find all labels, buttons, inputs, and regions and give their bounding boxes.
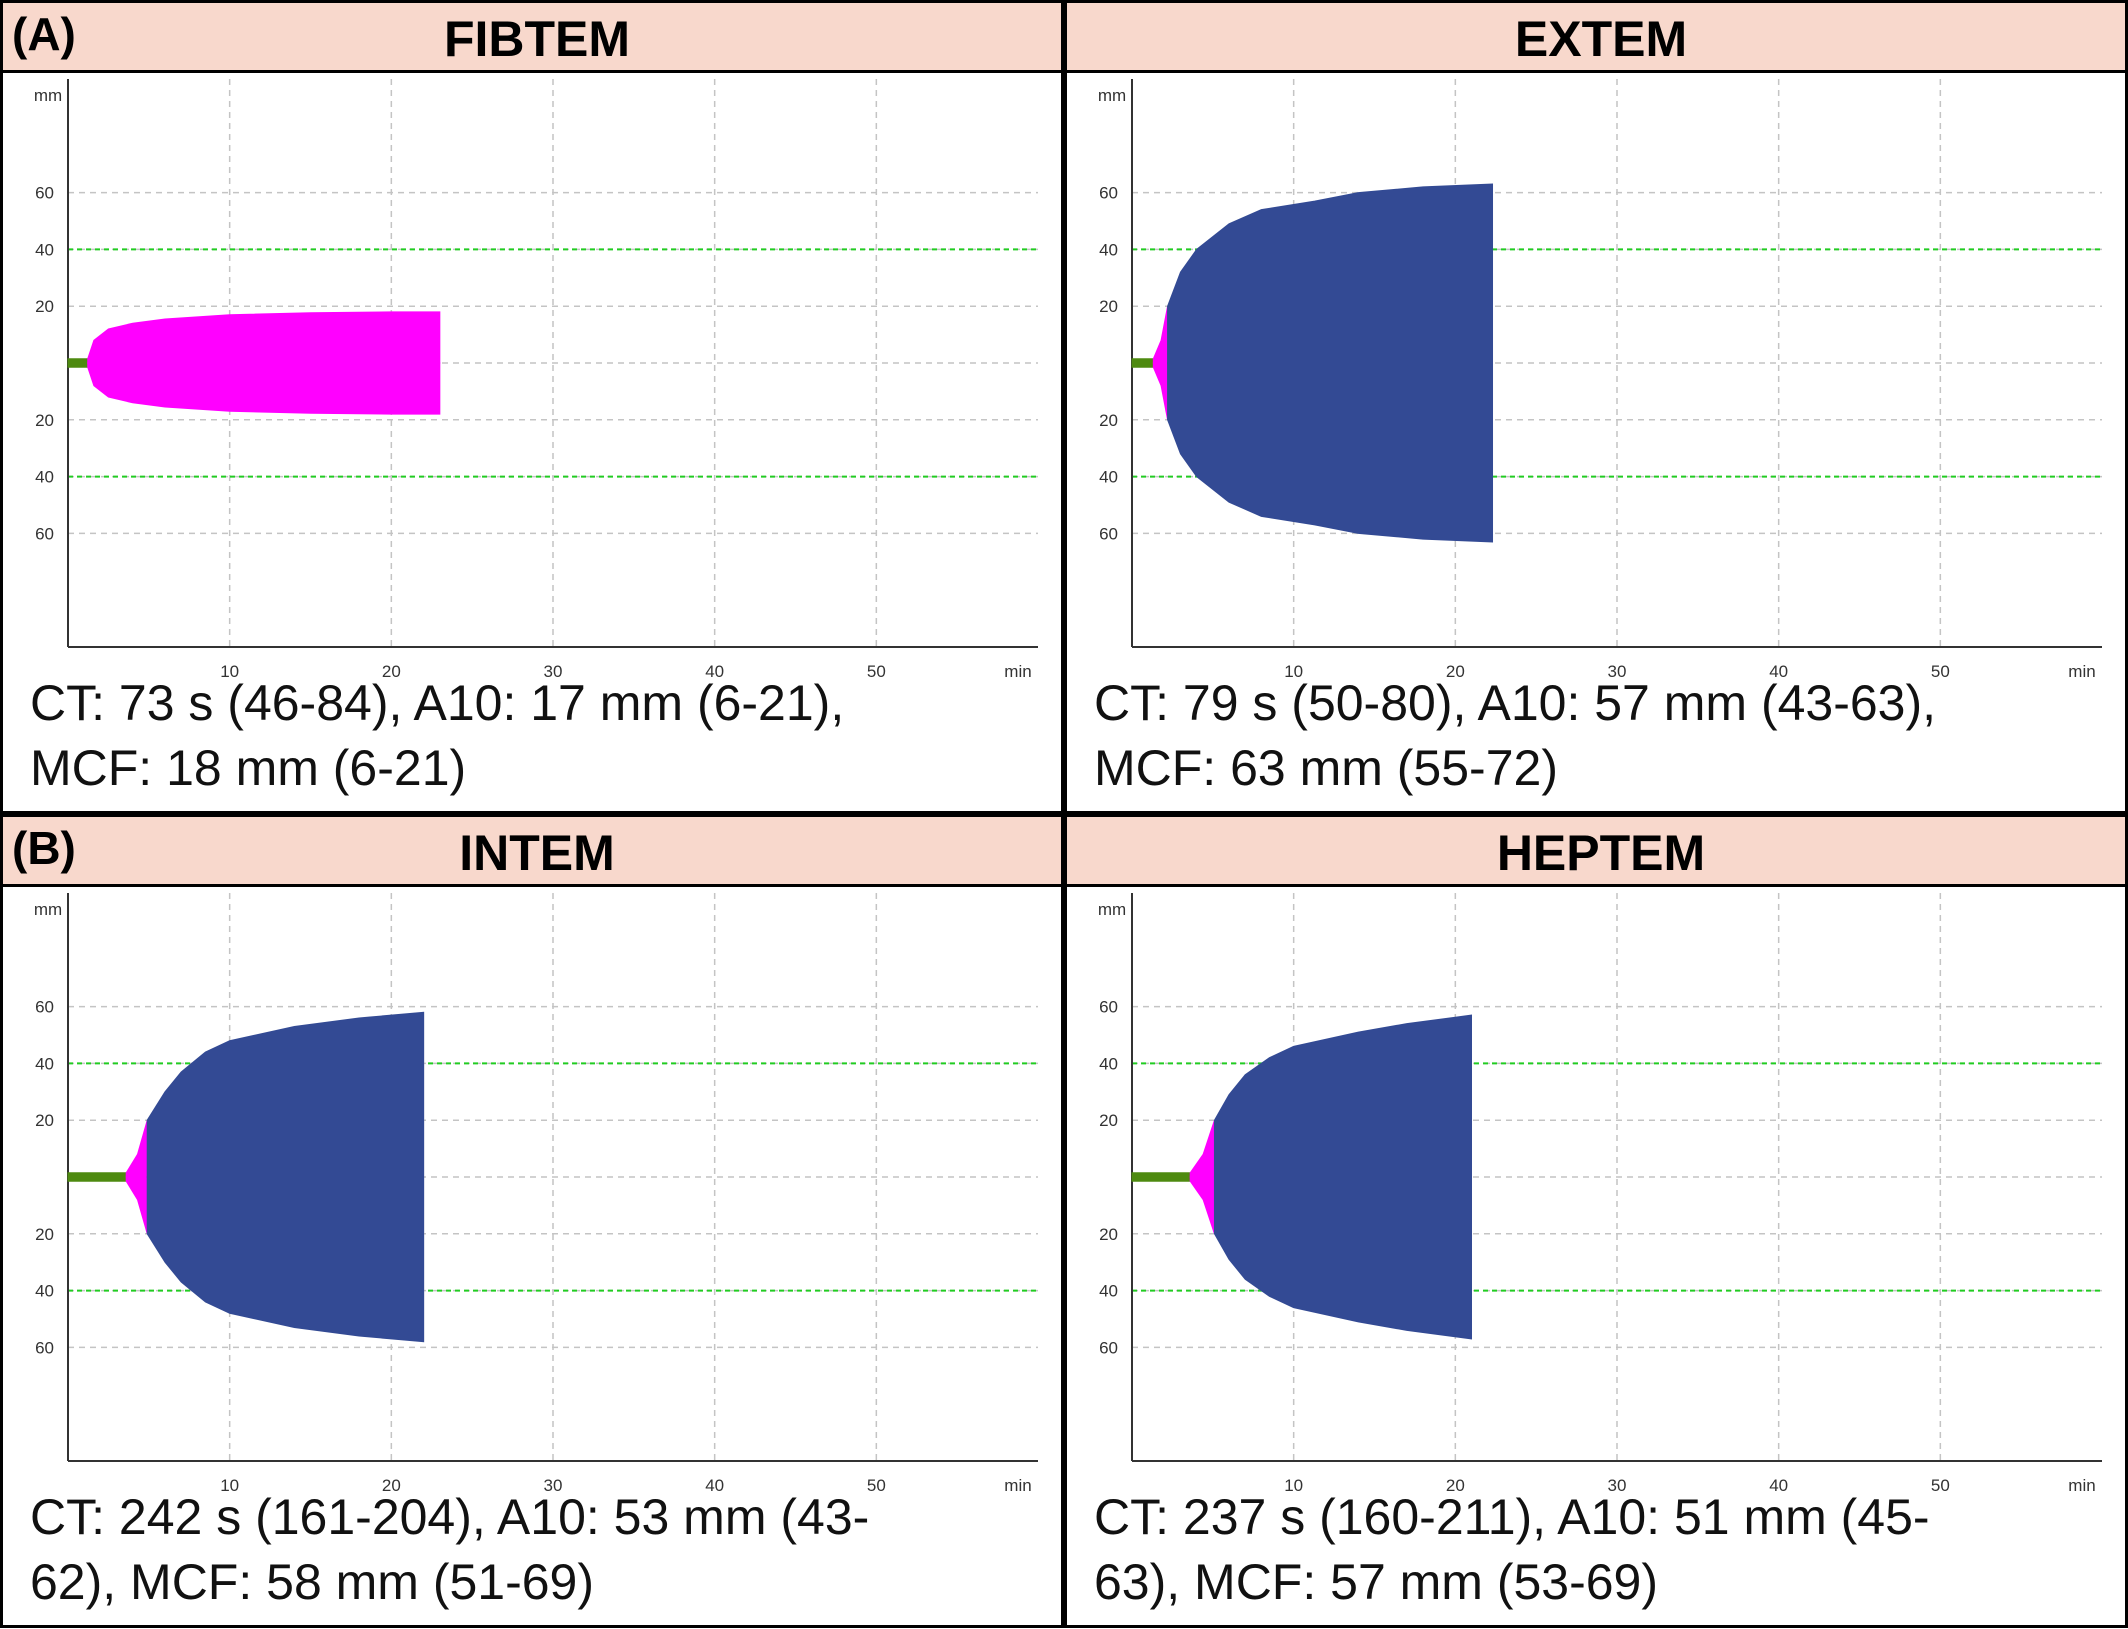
y-tick-label: 20: [1099, 297, 1118, 316]
amplitude-area: [87, 311, 441, 364]
x-tick-label: 10: [1284, 662, 1303, 681]
x-tick-label: 50: [867, 1476, 886, 1495]
x-tick-label: 50: [1931, 1476, 1950, 1495]
amplitude-area: [1131, 358, 1154, 364]
x-tick-label: 10: [1284, 1476, 1303, 1495]
y-unit: mm: [34, 86, 62, 105]
amplitude-area: [87, 362, 441, 415]
x-tick-label: 30: [1608, 662, 1627, 681]
amplitude-area: [146, 1176, 425, 1343]
amplitude-area: [1189, 1176, 1215, 1234]
y-tick-label: 60: [1099, 524, 1118, 543]
y-tick-label: 60: [1099, 1338, 1118, 1357]
chart-title: EXTEM: [1515, 11, 1687, 67]
x-tick-label: 20: [382, 662, 401, 681]
y-tick-label: 20: [1099, 411, 1118, 430]
x-tick-label: 40: [1769, 1476, 1788, 1495]
x-unit: min: [2068, 662, 2095, 681]
x-tick-label: 20: [1446, 1476, 1465, 1495]
chart-title: HEPTEM: [1497, 825, 1705, 881]
y-tick-label: 40: [1099, 1282, 1118, 1301]
panel-frame: [0, 0, 1064, 814]
caption-line: CT: 237 s (160-211), A10: 51 mm (45-: [1094, 1489, 1930, 1545]
y-tick-label: 40: [35, 240, 54, 259]
x-tick-label: 30: [1608, 1476, 1627, 1495]
amplitude-area: [125, 1120, 148, 1178]
y-tick-label: 20: [1099, 1225, 1118, 1244]
y-tick-label: 40: [35, 1054, 54, 1073]
amplitude-area: [1152, 306, 1169, 364]
y-tick-label: 20: [35, 297, 54, 316]
caption-line: 63), MCF: 57 mm (53-69): [1094, 1554, 1658, 1610]
y-tick-label: 40: [1099, 240, 1118, 259]
chart-title: INTEM: [459, 825, 615, 881]
panel-label: (B): [12, 822, 76, 874]
y-unit: mm: [1098, 900, 1126, 919]
y-tick-label: 20: [35, 1225, 54, 1244]
panel-header: [0, 0, 1064, 73]
panel-frame: [0, 814, 1064, 1628]
x-tick-label: 20: [382, 1476, 401, 1495]
x-tick-label: 30: [544, 662, 563, 681]
y-tick-label: 40: [35, 468, 54, 487]
amplitude-area: [1152, 362, 1169, 420]
x-tick-label: 50: [1931, 662, 1950, 681]
y-tick-label: 60: [35, 524, 54, 543]
x-tick-label: 50: [867, 662, 886, 681]
y-tick-label: 60: [35, 1338, 54, 1357]
caption-line: CT: 242 s (161-204), A10: 53 mm (43-: [30, 1489, 869, 1545]
x-tick-label: 10: [220, 662, 239, 681]
y-tick-label: 20: [35, 1111, 54, 1130]
caption-line: CT: 79 s (50-80), A10: 57 mm (43-63),: [1094, 675, 1936, 731]
x-unit: min: [1004, 662, 1031, 681]
y-tick-label: 40: [1099, 1054, 1118, 1073]
y-tick-label: 60: [35, 998, 54, 1017]
amplitude-area: [1131, 362, 1154, 368]
amplitude-area: [67, 358, 89, 364]
amplitude-area: [1189, 1120, 1215, 1178]
amplitude-area: [146, 1011, 425, 1178]
amplitude-area: [1131, 1172, 1191, 1178]
x-unit: min: [2068, 1476, 2095, 1495]
x-tick-label: 30: [544, 1476, 563, 1495]
caption-line: 62), MCF: 58 mm (51-69): [30, 1554, 594, 1610]
amplitude-area: [1131, 1176, 1191, 1182]
y-tick-label: 40: [1099, 468, 1118, 487]
panel-label: (A): [12, 8, 76, 60]
amplitude-area: [67, 362, 89, 368]
y-tick-label: 60: [35, 184, 54, 203]
x-tick-label: 20: [1446, 662, 1465, 681]
amplitude-area: [67, 1172, 127, 1178]
x-tick-label: 40: [705, 662, 724, 681]
panel-frame: [1064, 0, 2128, 814]
y-tick-label: 40: [35, 1282, 54, 1301]
caption-line: MCF: 18 mm (6-21): [30, 740, 466, 796]
panel-frame: [1064, 814, 2128, 1628]
amplitude-area: [1167, 362, 1494, 543]
x-tick-label: 40: [705, 1476, 724, 1495]
x-unit: min: [1004, 1476, 1031, 1495]
y-tick-label: 20: [35, 411, 54, 430]
x-tick-label: 10: [220, 1476, 239, 1495]
y-unit: mm: [1098, 86, 1126, 105]
caption-line: MCF: 63 mm (55-72): [1094, 740, 1558, 796]
y-tick-label: 60: [1099, 998, 1118, 1017]
y-tick-label: 60: [1099, 184, 1118, 203]
amplitude-area: [67, 1176, 127, 1182]
y-tick-label: 20: [1099, 1111, 1118, 1130]
amplitude-area: [1213, 1014, 1472, 1178]
chart-title: FIBTEM: [444, 11, 630, 67]
caption-line: CT: 73 s (46-84), A10: 17 mm (6-21),: [30, 675, 844, 731]
amplitude-area: [125, 1176, 148, 1234]
amplitude-area: [1167, 183, 1494, 364]
amplitude-area: [1213, 1176, 1472, 1340]
panel-header: [1064, 814, 2128, 887]
x-tick-label: 40: [1769, 662, 1788, 681]
y-unit: mm: [34, 900, 62, 919]
